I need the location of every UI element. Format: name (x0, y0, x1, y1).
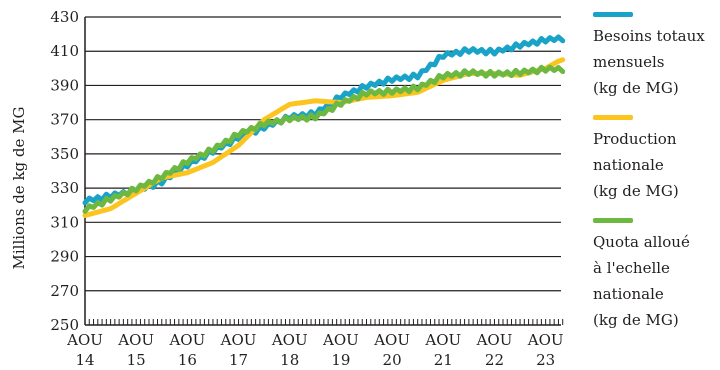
legend-item-besoins: Besoins totaux mensuels (kg de MG) (593, 12, 718, 101)
x-tick-label-month-8: AOU (476, 331, 513, 349)
x-tick-label-month-6: AOU (373, 331, 410, 349)
legend-label-production: Production nationale (kg de MG) (593, 130, 679, 200)
minor-ticks (84, 319, 564, 325)
x-tick-label-year-4: 18 (280, 351, 299, 369)
x-tick-label-month-5: AOU (322, 331, 359, 349)
y-tick-label-3: 310 (50, 213, 79, 231)
x-tick-label-year-1: 15 (127, 351, 146, 369)
y-axis-label: Millions de kg de MG (10, 106, 28, 269)
y-tick-label-9: 430 (50, 8, 79, 26)
series-lines (82, 34, 566, 218)
y-tick-label-0: 250 (50, 316, 79, 334)
y-tick-label-2: 290 (50, 248, 79, 266)
x-tick-label-month-1: AOU (117, 331, 154, 349)
x-tick-label-year-8: 22 (485, 351, 504, 369)
x-tick-label-year-2: 16 (178, 351, 197, 369)
x-tick-label-month-3: AOU (220, 331, 257, 349)
x-tick-label-month-7: AOU (424, 331, 461, 349)
x-tick-label-year-6: 20 (383, 351, 402, 369)
x-tick-label-year-0: 14 (75, 351, 94, 369)
y-tick-label-5: 350 (50, 145, 79, 163)
x-tick-label-month-2: AOU (168, 331, 205, 349)
x-tick-label-month-4: AOU (271, 331, 308, 349)
x-tick-label-month-9: AOU (527, 331, 564, 349)
series-line-1 (82, 57, 566, 218)
axes (84, 17, 561, 326)
legend-swatch-quota (593, 218, 633, 223)
x-tick-label-year-7: 21 (434, 351, 453, 369)
grid (85, 16, 561, 292)
x-tick-label-year-3: 17 (229, 351, 248, 369)
series-line-2 (82, 64, 566, 214)
y-tick-label-1: 270 (50, 282, 79, 300)
legend-swatch-production (593, 115, 633, 120)
y-tick-labels: 250 270 290 310 330 350 370 390 410 430 (50, 8, 79, 334)
x-tick-label-month-0: AOU (66, 331, 103, 349)
y-tick-label-7: 390 (50, 76, 79, 94)
x-tick-labels: AOU 14 AOU 15 AOU 16 AOU 17 AOU 18 AOU 19 AOU 20 AOU 21… (66, 331, 563, 369)
x-tick-label-year-9: 23 (536, 351, 555, 369)
y-tick-label-8: 410 (50, 42, 79, 60)
legend-swatch-besoins (593, 12, 633, 17)
legend: Besoins totaux mensuels (kg de MG) Produ… (593, 12, 718, 347)
y-tick-label-6: 370 (50, 111, 79, 129)
legend-item-production: Production nationale (kg de MG) (593, 115, 718, 204)
y-tick-label-4: 330 (50, 179, 79, 197)
legend-label-quota: Quota alloué à l'echelle nationale (kg d… (593, 233, 690, 329)
legend-label-besoins: Besoins totaux mensuels (kg de MG) (593, 27, 705, 97)
x-tick-label-year-5: 19 (331, 351, 350, 369)
legend-item-quota: Quota alloué à l'echelle nationale (kg d… (593, 218, 718, 333)
